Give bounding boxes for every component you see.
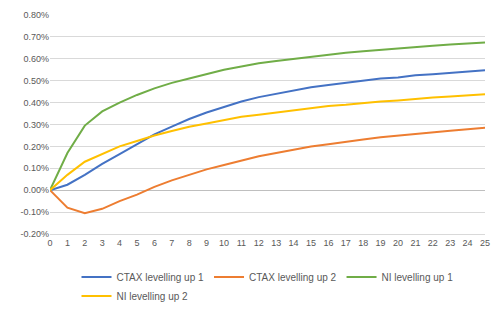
svg-text:7: 7 xyxy=(169,238,174,248)
svg-text:CTAX levelling up 1: CTAX levelling up 1 xyxy=(117,272,205,283)
svg-text:0: 0 xyxy=(47,238,52,248)
svg-text:0.80%: 0.80% xyxy=(23,10,49,20)
svg-text:18: 18 xyxy=(358,238,368,248)
svg-text:10: 10 xyxy=(219,238,229,248)
svg-text:-0.20%: -0.20% xyxy=(20,229,49,239)
svg-text:11: 11 xyxy=(237,238,246,248)
svg-text:14: 14 xyxy=(289,238,299,248)
svg-text:0.30%: 0.30% xyxy=(23,120,49,130)
svg-text:22: 22 xyxy=(428,238,438,248)
svg-text:16: 16 xyxy=(323,238,333,248)
svg-text:12: 12 xyxy=(254,238,264,248)
svg-text:0.70%: 0.70% xyxy=(23,32,49,42)
svg-text:9: 9 xyxy=(204,238,209,248)
svg-text:24: 24 xyxy=(463,238,473,248)
svg-text:25: 25 xyxy=(480,238,490,248)
svg-text:6: 6 xyxy=(152,238,157,248)
svg-text:NI levelling up 2: NI levelling up 2 xyxy=(117,291,189,302)
svg-text:0.00%: 0.00% xyxy=(23,185,49,195)
svg-text:0.10%: 0.10% xyxy=(23,163,49,173)
svg-text:0.60%: 0.60% xyxy=(23,54,49,64)
svg-text:-0.10%: -0.10% xyxy=(20,207,49,217)
svg-text:21: 21 xyxy=(410,238,420,248)
svg-text:2: 2 xyxy=(82,238,87,248)
svg-text:15: 15 xyxy=(306,238,316,248)
svg-text:NI levelling up 1: NI levelling up 1 xyxy=(382,272,454,283)
svg-text:20: 20 xyxy=(393,238,403,248)
svg-text:8: 8 xyxy=(187,238,192,248)
svg-text:4: 4 xyxy=(117,238,122,248)
svg-text:0.40%: 0.40% xyxy=(23,98,49,108)
svg-text:CTAX levelling up 2: CTAX levelling up 2 xyxy=(249,272,337,283)
svg-text:0.50%: 0.50% xyxy=(23,76,49,86)
svg-text:1: 1 xyxy=(65,238,70,248)
svg-text:19: 19 xyxy=(376,238,386,248)
svg-text:5: 5 xyxy=(134,238,139,248)
svg-text:17: 17 xyxy=(341,238,351,248)
svg-text:3: 3 xyxy=(100,238,105,248)
svg-text:13: 13 xyxy=(271,238,281,248)
svg-text:0.20%: 0.20% xyxy=(23,142,49,152)
svg-text:23: 23 xyxy=(445,238,455,248)
